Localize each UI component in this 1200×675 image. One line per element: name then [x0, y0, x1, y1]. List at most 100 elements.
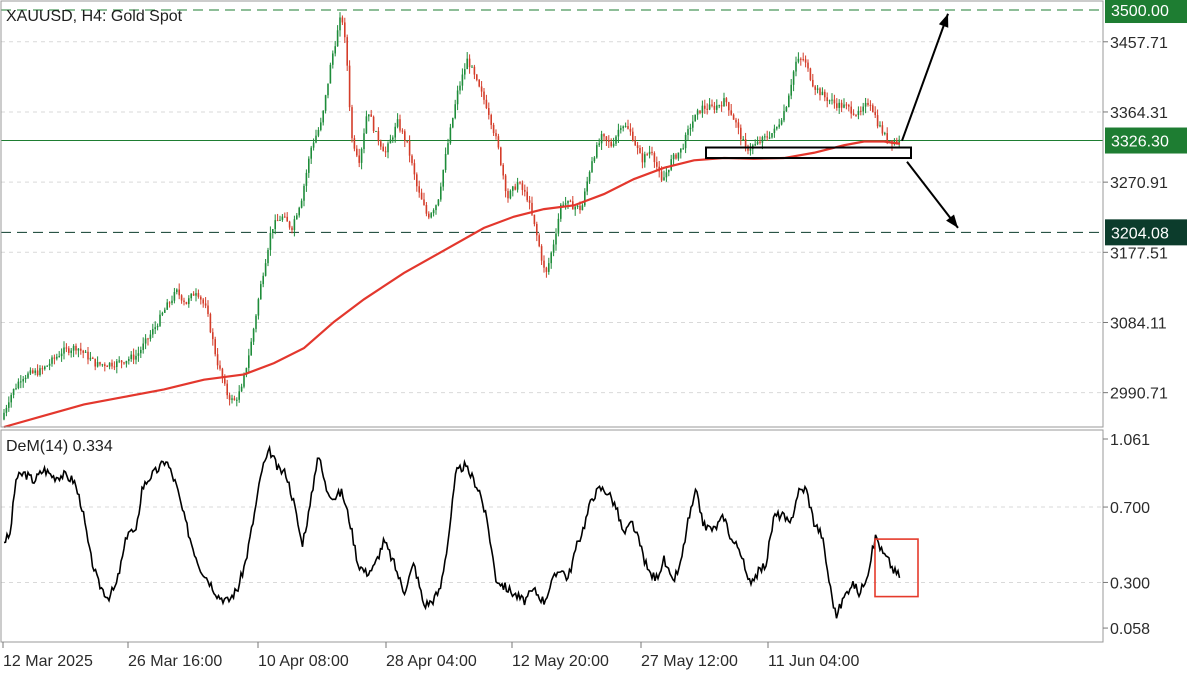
candle-body [456, 90, 459, 105]
candle-body [224, 378, 226, 384]
candle-body [240, 386, 243, 392]
price-panel[interactable]: 3500.00 3326.30 3204.08 XAUUSD, H4: Gold S… [0, 0, 1187, 429]
candle-body [286, 216, 288, 222]
candle-body [663, 177, 665, 181]
candle-body [32, 370, 34, 373]
candle-body [617, 129, 620, 137]
candle-body [574, 206, 576, 210]
candle-body [675, 154, 677, 159]
indicator-panel[interactable]: DeM(14) 0.334 1.061 0.700 0.300 0.058 [0, 429, 1150, 643]
candle-body [168, 302, 171, 304]
indicator-tick-label: 0.700 [1110, 500, 1150, 517]
candle-body [303, 185, 305, 201]
candle-body [113, 366, 116, 368]
candle-body [15, 388, 17, 390]
candle-body [603, 134, 605, 137]
candle-body [521, 183, 524, 190]
candle-body [111, 362, 113, 367]
candle-body [245, 367, 248, 375]
candle-body [620, 128, 622, 130]
candle-body [125, 360, 128, 364]
candle-body [238, 391, 240, 400]
candle-body [848, 105, 850, 107]
candle-body [233, 398, 236, 401]
candle-body [252, 328, 255, 342]
candle-body [485, 99, 488, 109]
candle-body [406, 140, 408, 142]
candle-body [471, 66, 473, 68]
candle-body [742, 139, 744, 141]
breakout-up-arrow-head [938, 13, 949, 28]
candle-body [543, 260, 545, 268]
candle-body [732, 114, 735, 120]
candle-body [540, 246, 543, 261]
candle-body [756, 141, 759, 145]
candle-body [749, 148, 752, 151]
candle-body [341, 17, 344, 23]
candle-body [152, 329, 154, 335]
candle-body [586, 181, 588, 192]
indicator-axis[interactable]: 1.061 0.700 0.300 0.058 [1103, 432, 1150, 638]
candle-body [596, 145, 598, 158]
candle-body [387, 143, 389, 153]
candle-body [677, 152, 680, 159]
candle-body [641, 153, 644, 163]
candle-body [488, 108, 490, 115]
candle-body [502, 164, 504, 176]
candle-body [492, 124, 495, 134]
level-price-badge [1105, 127, 1187, 154]
candle-body [857, 110, 860, 116]
candle-body [771, 133, 773, 138]
candle-body [761, 137, 764, 143]
candle-body [442, 169, 444, 187]
candle-body [228, 395, 231, 400]
candle-body [317, 129, 320, 136]
candle-body [696, 110, 699, 115]
candle-body [704, 105, 706, 109]
candle-body [713, 105, 716, 110]
price-tick-label: 3364.31 [1110, 105, 1168, 122]
candle-body [672, 154, 675, 160]
breakout-down-arrow-shaft [906, 161, 959, 229]
price-levels[interactable]: 3500.00 3326.30 3204.08 [1, 0, 1187, 246]
candle-body [545, 267, 548, 272]
price-axis[interactable]: 2990.71 3084.11 3177.51 3270.91 3364.31 3457.… [1103, 35, 1168, 403]
candle-body [96, 362, 99, 367]
candle-body [692, 121, 694, 128]
time-tick-label: 28 Apr 04:00 [386, 653, 477, 670]
candle-body [192, 293, 195, 296]
candle-body [310, 147, 312, 159]
candle-body [132, 354, 135, 360]
time-axis[interactable]: 12 Mar 2025 26 Mar 16:00 10 Apr 08:00 28 Ap… [2, 642, 859, 670]
candle-body [411, 155, 413, 164]
candle-body [298, 207, 300, 216]
candle-body [728, 102, 730, 111]
candle-body [831, 99, 833, 101]
candle-body [404, 131, 406, 141]
candle-body [423, 199, 425, 206]
candle-body [183, 300, 185, 302]
candle-body [886, 133, 888, 142]
candle-body [39, 368, 41, 376]
candle-body [147, 338, 149, 340]
candle-body [197, 293, 200, 297]
candle-body [548, 263, 550, 272]
candle-body [180, 295, 183, 301]
candle-body [814, 86, 816, 90]
price-tick-label: 3084.11 [1110, 315, 1167, 332]
candle-body [896, 140, 898, 143]
candle-body [161, 312, 164, 315]
candle-body [164, 309, 166, 313]
candle-body [464, 69, 466, 75]
candle-body [881, 125, 884, 134]
candle-body [737, 122, 740, 128]
candle-body [524, 189, 526, 192]
candle-body [312, 142, 315, 148]
candle-body [711, 104, 713, 106]
price-annotations[interactable] [705, 13, 959, 229]
candle-body [497, 136, 500, 148]
candle-body [231, 398, 233, 400]
level-price-label: 3204.08 [1111, 225, 1169, 242]
candle-body [629, 128, 632, 132]
